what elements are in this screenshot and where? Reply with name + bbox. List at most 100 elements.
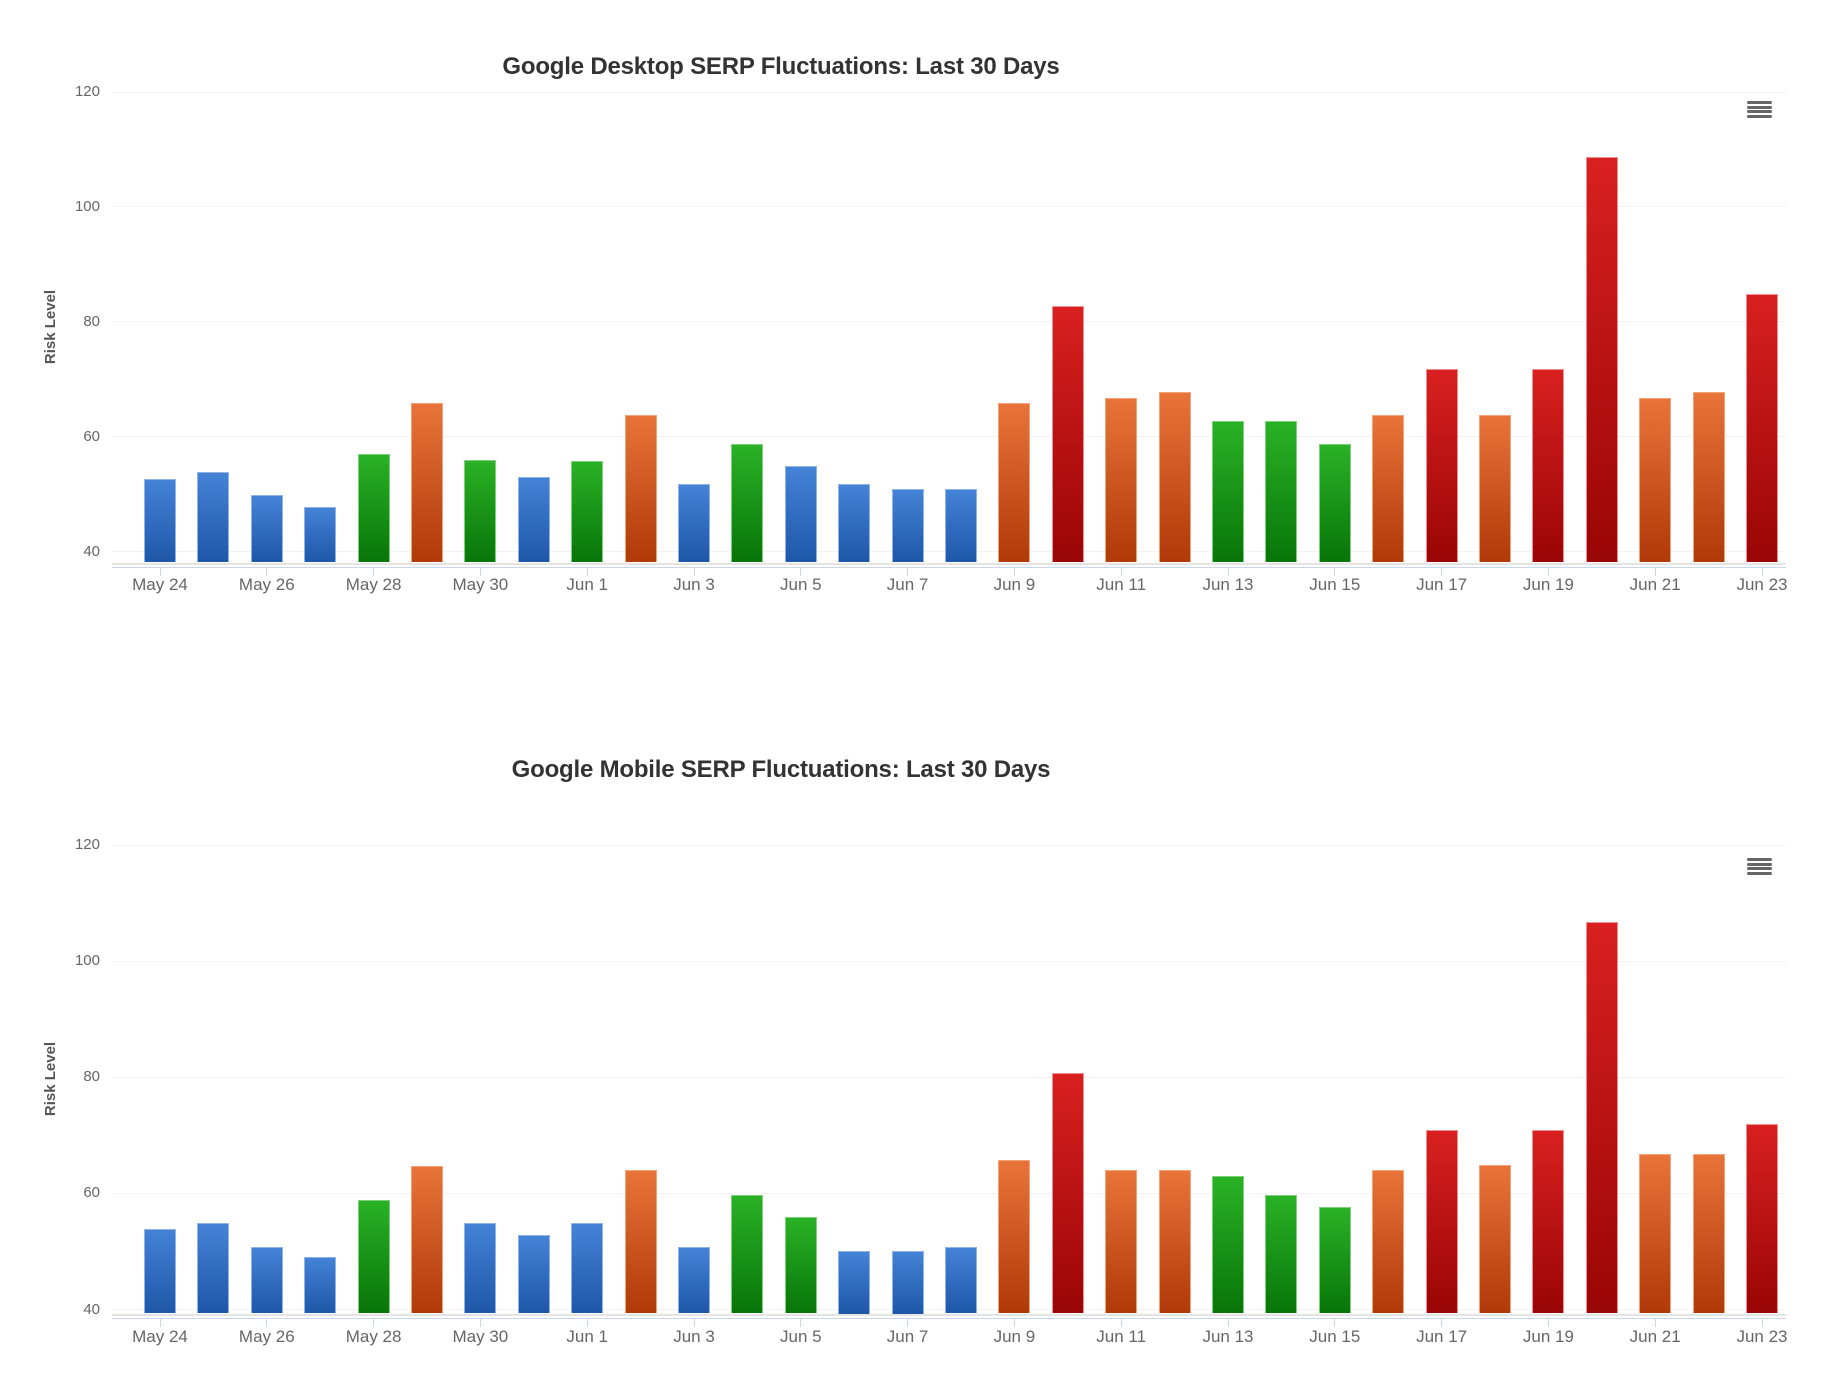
x-axis-tick (1654, 566, 1656, 576)
bar[interactable] (838, 1251, 871, 1314)
gridline (112, 436, 1786, 438)
x-axis-tick (479, 1317, 481, 1327)
bar[interactable] (357, 1200, 390, 1314)
y-axis-tick-label: 120 (74, 836, 100, 853)
x-axis-tick (1547, 566, 1549, 576)
x-axis-tick (159, 1317, 161, 1327)
bar[interactable] (624, 415, 657, 563)
bar[interactable] (250, 1246, 283, 1314)
context-menu-button[interactable] (1747, 858, 1772, 875)
x-axis-tick (693, 566, 695, 576)
bar[interactable] (891, 488, 924, 563)
bar[interactable] (1425, 369, 1458, 563)
bar[interactable] (1479, 1164, 1511, 1314)
bar[interactable] (1105, 397, 1138, 563)
x-axis-tick-label: Jun 9 (993, 1327, 1036, 1346)
bar[interactable] (517, 1235, 550, 1314)
x-axis-tick-label: Jun 1 (566, 575, 608, 594)
x-axis-tick-label: Jun 13 (1202, 1327, 1254, 1346)
bar[interactable] (411, 1166, 443, 1314)
x-axis-tick-label: May 24 (132, 575, 188, 594)
bar[interactable] (678, 484, 710, 563)
bar[interactable] (1105, 1170, 1138, 1314)
bar[interactable] (197, 1222, 230, 1314)
y-axis-tick-label: 60 (83, 1184, 100, 1202)
hamburger-icon (1747, 101, 1772, 118)
bar[interactable] (1372, 415, 1405, 563)
bar[interactable] (1479, 415, 1511, 563)
bar[interactable] (1639, 1153, 1672, 1314)
x-axis-tick-label: Jun 11 (1096, 575, 1147, 594)
x-axis-tick (1441, 566, 1443, 576)
bar[interactable] (731, 444, 764, 563)
bar[interactable] (1692, 1153, 1725, 1314)
bar[interactable] (250, 494, 283, 563)
bar[interactable] (1158, 391, 1191, 563)
bar[interactable] (1746, 1123, 1778, 1314)
x-axis-tick (586, 1317, 588, 1327)
bar[interactable] (1318, 1206, 1351, 1314)
bar[interactable] (784, 466, 817, 563)
y-axis-tick-label: 100 (74, 197, 100, 215)
context-menu-button[interactable] (1747, 101, 1772, 118)
bar[interactable] (1585, 921, 1618, 1314)
bar[interactable] (571, 1222, 604, 1314)
bar[interactable] (1212, 1175, 1244, 1314)
bar[interactable] (304, 506, 337, 563)
bar[interactable] (1318, 444, 1351, 563)
bar[interactable] (998, 403, 1031, 563)
bar[interactable] (357, 454, 390, 563)
bar[interactable] (1692, 391, 1725, 563)
x-axis-tick-label: Jun 9 (993, 575, 1036, 594)
bar[interactable] (144, 478, 176, 563)
gridline (112, 1076, 1786, 1078)
bar[interactable] (998, 1159, 1031, 1314)
bar[interactable] (1051, 1072, 1084, 1314)
bar[interactable] (1639, 397, 1672, 563)
x-axis-tick (1334, 1317, 1336, 1327)
bar[interactable] (1158, 1170, 1191, 1314)
x-axis-tick-label: Jun 5 (780, 575, 822, 594)
x-axis-tick (266, 566, 268, 576)
bar[interactable] (197, 472, 230, 563)
bar[interactable] (1265, 420, 1298, 563)
bar[interactable] (1746, 294, 1778, 563)
bar[interactable] (624, 1170, 657, 1314)
x-axis-tick (1227, 566, 1229, 576)
x-axis-tick (1227, 1317, 1229, 1327)
x-axis-tick (907, 1317, 909, 1327)
bar[interactable] (304, 1257, 337, 1314)
x-axis-tick (373, 1317, 375, 1327)
bar[interactable] (464, 1222, 497, 1314)
bar[interactable] (571, 460, 604, 563)
x-axis-tick (1547, 1317, 1549, 1327)
bar[interactable] (1372, 1170, 1405, 1314)
bar[interactable] (1532, 1129, 1565, 1314)
bar[interactable] (1212, 420, 1244, 563)
bar[interactable] (945, 1247, 977, 1314)
bar[interactable] (678, 1247, 710, 1314)
x-axis-tick-label: May 24 (132, 1327, 188, 1346)
x-axis-tick (800, 566, 802, 576)
bar[interactable] (1425, 1129, 1458, 1314)
bar[interactable] (838, 484, 871, 563)
bar[interactable] (144, 1228, 176, 1314)
bar[interactable] (731, 1194, 764, 1314)
bar[interactable] (784, 1216, 817, 1314)
x-axis-tick-label: Jun 17 (1416, 1327, 1468, 1346)
x-axis-line (112, 1317, 1786, 1319)
gridline (112, 1192, 1786, 1194)
x-axis-tick-label: Jun 17 (1416, 575, 1468, 594)
gridline (112, 206, 1786, 208)
bar[interactable] (464, 460, 497, 563)
bar[interactable] (1532, 369, 1565, 563)
bar[interactable] (945, 488, 977, 563)
bar[interactable] (891, 1251, 924, 1314)
bar[interactable] (1051, 305, 1084, 563)
bar[interactable] (517, 477, 550, 563)
x-axis-tick (1761, 1317, 1763, 1327)
bar[interactable] (411, 403, 443, 563)
bar[interactable] (1585, 156, 1618, 563)
bar[interactable] (1265, 1194, 1298, 1314)
